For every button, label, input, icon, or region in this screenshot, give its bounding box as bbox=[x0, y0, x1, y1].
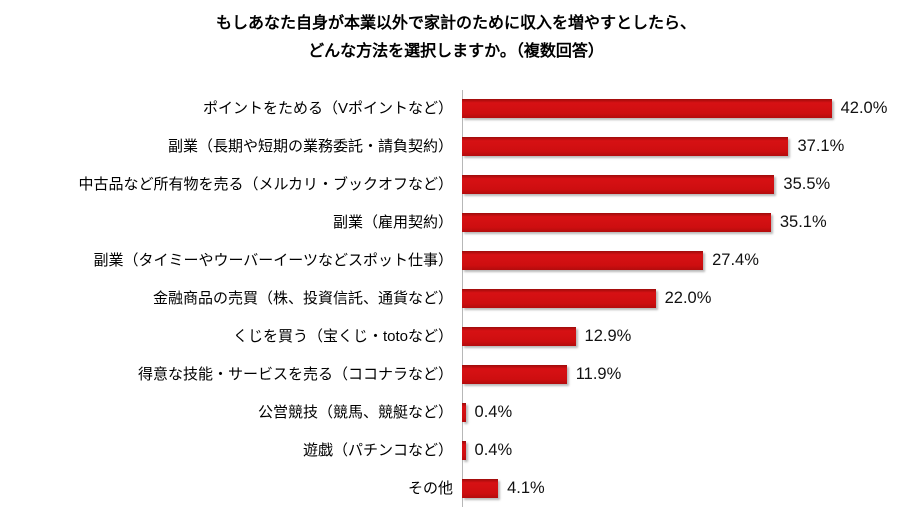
bar-area: 0.4% bbox=[462, 393, 912, 431]
bar-chart-plot-area: ポイントをためる（Vポイントなど） 42.0% 副業（長期や短期の業務委託・請負契約… bbox=[0, 90, 912, 507]
bar bbox=[462, 251, 704, 271]
chart-row: 副業（雇用契約） 35.1% bbox=[0, 204, 912, 242]
bar bbox=[462, 326, 576, 346]
chart-row: 遊戯（パチンコなど） 0.4% bbox=[0, 431, 912, 469]
chart-title-line2: どんな方法を選択しますか。（複数回答） bbox=[308, 43, 604, 60]
bar-area: 12.9% bbox=[462, 317, 912, 355]
chart-row: 副業（長期や短期の業務委託・請負契約） 37.1% bbox=[0, 128, 912, 166]
bar bbox=[462, 440, 466, 460]
value-label: 12.9% bbox=[584, 326, 632, 345]
bar-area: 35.5% bbox=[462, 166, 912, 204]
bar-area: 37.1% bbox=[462, 128, 912, 166]
chart-row: 公営競技（競馬、競艇など） 0.4% bbox=[0, 393, 912, 431]
value-label: 27.4% bbox=[712, 251, 759, 270]
chart-row: くじを買う（宝くじ・totoなど） 12.9% bbox=[0, 317, 912, 355]
category-label: 遊戯（パチンコなど） bbox=[302, 441, 453, 459]
chart-row: その他 4.1% bbox=[0, 469, 912, 507]
chart-title-line1: もしあなた自身が本業以外で家計のために収入を増やすとしたら、 bbox=[215, 15, 696, 32]
category-label: 金融商品の売買（株、投資信託、通貨など） bbox=[152, 289, 453, 307]
value-label: 37.1% bbox=[797, 137, 845, 156]
bar bbox=[462, 175, 775, 195]
bar-area: 35.1% bbox=[462, 204, 912, 242]
category-label: その他 bbox=[407, 479, 453, 497]
value-label: 4.1% bbox=[507, 478, 545, 497]
category-label: 得意な技能・サービスを売る（ココナラなど） bbox=[137, 365, 453, 383]
category-label: 副業（長期や短期の業務委託・請負契約） bbox=[167, 138, 453, 156]
value-label: 0.4% bbox=[474, 440, 513, 459]
bar-area: 42.0% bbox=[462, 90, 912, 128]
chart-row: 副業（タイミーやウーバーイーツなどスポット仕事） 27.4% bbox=[0, 242, 912, 280]
bar-area: 0.4% bbox=[462, 431, 912, 469]
category-label: 副業（タイミーやウーバーイーツなどスポット仕事） bbox=[93, 252, 453, 270]
chart-row: 中古品など所有物を売る（メルカリ・ブックオフなど） 35.5% bbox=[0, 166, 912, 204]
chart-title: もしあなた自身が本業以外で家計のために収入を増やすとしたら、 どんな方法を選択し… bbox=[0, 10, 912, 66]
bar bbox=[462, 478, 499, 498]
bar bbox=[462, 364, 567, 384]
chart-row: ポイントをためる（Vポイントなど） 42.0% bbox=[0, 90, 912, 128]
bar-area: 4.1% bbox=[462, 469, 912, 507]
category-label: 公営競技（競馬、競艇など） bbox=[257, 403, 453, 421]
value-label: 35.1% bbox=[779, 213, 827, 232]
bar bbox=[462, 137, 789, 157]
bar bbox=[462, 99, 832, 119]
value-label: 42.0% bbox=[840, 99, 888, 118]
category-label: くじを買う（宝くじ・totoなど） bbox=[232, 327, 453, 345]
chart-row: 金融商品の売買（株、投資信託、通貨など） 22.0% bbox=[0, 280, 912, 318]
bar bbox=[462, 288, 656, 308]
bar bbox=[462, 402, 466, 422]
value-label: 35.5% bbox=[783, 175, 831, 194]
category-label: 中古品など所有物を売る（メルカリ・ブックオフなど） bbox=[78, 176, 453, 194]
value-label: 0.4% bbox=[474, 402, 513, 421]
category-label: ポイントをためる（Vポイントなど） bbox=[202, 100, 453, 118]
bar-area: 11.9% bbox=[462, 355, 912, 393]
bar-area: 22.0% bbox=[462, 280, 912, 318]
value-label: 22.0% bbox=[664, 288, 712, 307]
value-label: 11.9% bbox=[575, 364, 622, 383]
category-label: 副業（雇用契約） bbox=[332, 214, 453, 232]
bar-area: 27.4% bbox=[462, 242, 912, 280]
bar bbox=[462, 213, 771, 233]
chart-row: 得意な技能・サービスを売る（ココナラなど） 11.9% bbox=[0, 355, 912, 393]
